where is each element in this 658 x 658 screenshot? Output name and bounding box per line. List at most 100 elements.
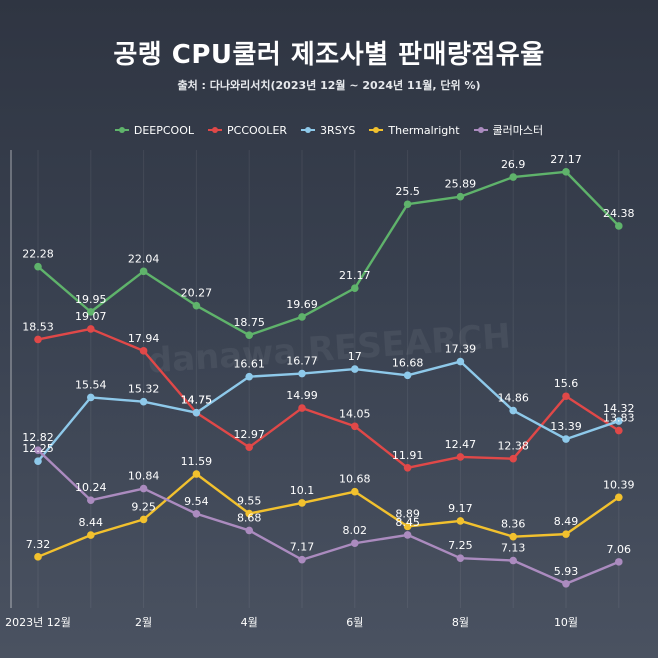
data-label: 10.1 <box>290 484 315 497</box>
data-label: 8.44 <box>79 516 104 529</box>
data-label: 17.39 <box>445 343 477 356</box>
data-label: 12.38 <box>497 440 529 453</box>
x-tick-label: 10월 <box>554 616 578 629</box>
x-tick-label: 2월 <box>135 616 152 629</box>
data-point <box>403 464 412 472</box>
data-label: 9.25 <box>131 500 156 513</box>
data-label: 19.95 <box>75 293 107 306</box>
data-label: 15.32 <box>128 383 160 396</box>
data-label: 8.49 <box>554 515 579 528</box>
data-label: 24.38 <box>603 207 635 220</box>
data-label: 11.59 <box>181 455 213 468</box>
data-point <box>351 284 359 293</box>
data-point <box>615 222 623 230</box>
data-point <box>245 526 253 535</box>
data-point <box>192 301 201 310</box>
data-point <box>403 200 412 209</box>
legend-swatch <box>208 127 222 133</box>
chart-subtitle: 출처 : 다나와리서치(2023년 12월 ~ 2024년 11월, 단위 %) <box>177 79 481 92</box>
data-label: 8.45 <box>395 516 420 529</box>
chart-legend: DEEPCOOL PCCOOLER 3RSYS Thermalright 쿨러마스터 <box>0 122 658 138</box>
data-label: 13.83 <box>603 412 635 425</box>
data-label: 14.75 <box>181 394 213 407</box>
data-point <box>456 192 465 201</box>
data-point <box>456 554 465 562</box>
data-label: 8.89 <box>395 507 420 520</box>
data-label: 8.02 <box>343 524 368 537</box>
data-point <box>509 406 517 415</box>
data-point <box>298 369 306 378</box>
data-label: 7.06 <box>607 543 632 556</box>
data-point <box>87 531 95 539</box>
legend-item[interactable]: DEEPCOOL <box>114 122 194 138</box>
data-label: 18.75 <box>233 316 265 329</box>
data-point <box>34 457 42 466</box>
data-point <box>615 417 623 425</box>
data-label: 22.04 <box>128 252 160 265</box>
data-point <box>615 558 623 566</box>
data-label: 9.54 <box>184 495 209 508</box>
data-point <box>298 313 306 321</box>
x-tick-label: 4월 <box>241 616 258 629</box>
data-label: 10.24 <box>75 481 107 494</box>
data-label: 16.77 <box>286 355 318 368</box>
data-point <box>298 499 306 507</box>
data-label: 18.53 <box>22 320 54 333</box>
data-point <box>403 371 412 380</box>
data-label: 19.07 <box>75 310 107 323</box>
series-line-3rsys <box>37 360 620 462</box>
data-point <box>509 173 517 181</box>
x-tick-label: 2023년 12월 <box>5 616 71 629</box>
data-label: 8.68 <box>237 511 262 524</box>
series-line-pccooler <box>37 327 620 470</box>
data-point <box>139 347 148 355</box>
data-point <box>87 496 95 504</box>
data-point <box>245 443 253 452</box>
data-label: 16.61 <box>233 358 265 371</box>
data-label: 26.9 <box>501 158 526 171</box>
data-point <box>298 404 306 412</box>
legend-label: PCCOOLER <box>227 123 288 137</box>
data-point <box>615 493 623 502</box>
data-point <box>509 454 517 463</box>
legend-swatch <box>473 127 488 133</box>
data-point <box>351 422 359 431</box>
legend-item[interactable]: 3RSYS <box>301 122 355 138</box>
data-label: 14.75 <box>181 394 213 407</box>
data-point <box>509 556 517 565</box>
data-label: 7.32 <box>26 538 51 551</box>
data-label: 10.84 <box>128 470 160 483</box>
data-point <box>298 555 306 564</box>
data-point <box>562 579 570 588</box>
legend-swatch <box>114 127 129 133</box>
data-label: 15.54 <box>75 378 107 391</box>
legend-label: 쿨러마스터 <box>492 124 544 137</box>
data-label: 12.25 <box>22 442 54 455</box>
data-label: 22.28 <box>22 248 54 261</box>
data-point <box>351 539 359 548</box>
data-label: 19.69 <box>286 298 318 311</box>
series-line-쿨러마스터 <box>37 449 620 585</box>
data-point <box>562 435 570 443</box>
data-point <box>34 262 42 271</box>
data-label: 10.39 <box>603 478 635 491</box>
data-label: 25.89 <box>445 178 477 191</box>
data-point <box>245 509 253 518</box>
data-label: 5.93 <box>554 565 579 578</box>
data-point <box>456 517 465 525</box>
legend-item[interactable]: PCCOOLER <box>208 122 287 138</box>
data-label: 16.68 <box>392 356 424 369</box>
data-point <box>351 487 359 496</box>
series-line-deepcool <box>37 170 620 337</box>
data-label: 25.5 <box>395 185 420 198</box>
data-point <box>34 335 42 344</box>
data-label: 9.17 <box>448 502 473 515</box>
data-point <box>562 168 570 176</box>
data-point <box>351 365 359 373</box>
legend-item[interactable]: 쿨러마스터 <box>473 122 544 138</box>
data-point <box>456 357 465 366</box>
data-label: 13.39 <box>550 420 582 433</box>
chart-title: 공랭 CPU쿨러 제조사별 판매량점유율 <box>113 40 545 70</box>
legend-label: DEEPCOOL <box>133 123 194 137</box>
legend-item[interactable]: Thermalright <box>369 122 460 138</box>
